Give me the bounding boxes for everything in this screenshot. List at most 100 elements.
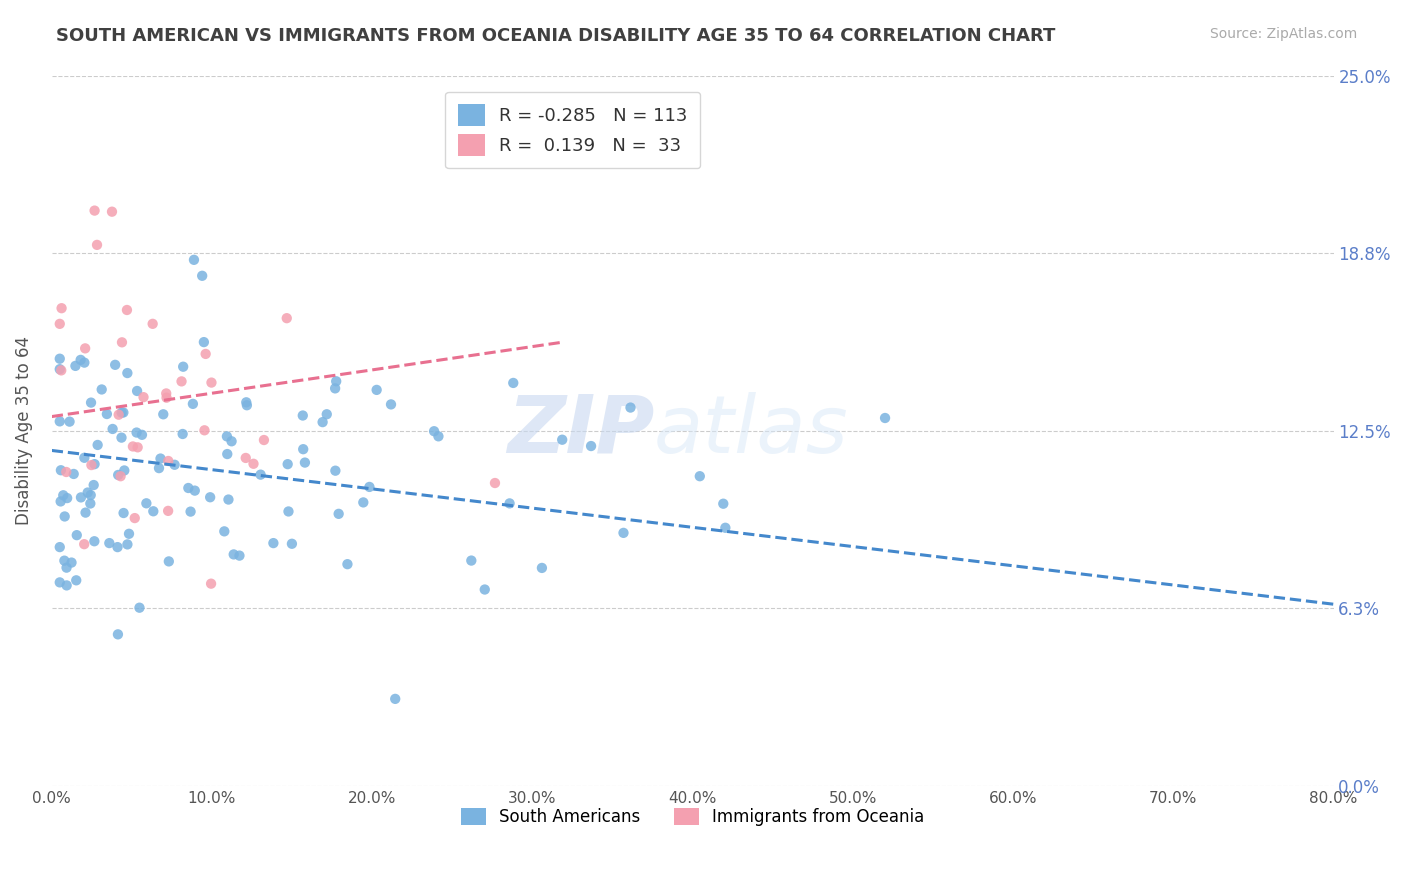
Point — [53, 554, 76, 568]
Point — [384, 691, 406, 706]
Point — [181, 397, 204, 411]
Point — [62, 467, 84, 481]
Point — [530, 561, 553, 575]
Point — [222, 548, 245, 562]
Legend: South Americans, Immigrants from Oceania: South Americans, Immigrants from Oceania — [453, 799, 932, 834]
Text: SOUTH AMERICAN VS IMMIGRANTS FROM OCEANIA DISABILITY AGE 35 TO 64 CORRELATION CH: SOUTH AMERICAN VS IMMIGRANTS FROM OCEANI… — [56, 27, 1056, 45]
Text: Source: ZipAtlas.com: Source: ZipAtlas.com — [1209, 27, 1357, 41]
Point — [579, 439, 602, 453]
Point — [191, 268, 214, 283]
Point — [107, 627, 129, 641]
Point — [328, 507, 350, 521]
Point — [262, 536, 284, 550]
Point — [49, 463, 72, 477]
Point — [122, 440, 145, 454]
Point — [52, 488, 75, 502]
Point — [323, 381, 346, 395]
Point — [58, 415, 80, 429]
Point — [49, 362, 72, 376]
Point — [80, 458, 103, 472]
Point — [131, 427, 153, 442]
Point — [551, 433, 574, 447]
Point — [200, 576, 222, 591]
Point — [235, 450, 257, 465]
Point — [157, 504, 180, 518]
Point — [228, 549, 250, 563]
Point — [49, 575, 72, 590]
Point — [111, 335, 134, 350]
Point — [83, 478, 105, 492]
Point — [194, 347, 217, 361]
Point — [142, 317, 165, 331]
Point — [336, 557, 359, 571]
Point — [155, 386, 177, 401]
Point — [711, 497, 734, 511]
Point — [49, 494, 72, 508]
Point — [236, 398, 259, 412]
Point — [55, 560, 77, 574]
Point — [619, 401, 641, 415]
Point — [49, 414, 72, 428]
Point — [484, 475, 506, 490]
Point — [115, 303, 138, 318]
Point — [242, 457, 264, 471]
Point — [612, 525, 634, 540]
Point — [294, 456, 316, 470]
Point — [214, 524, 236, 539]
Point — [157, 454, 180, 468]
Point — [135, 496, 157, 510]
Point — [70, 491, 93, 505]
Point — [277, 457, 299, 471]
Point — [281, 537, 304, 551]
Point — [51, 301, 73, 316]
Point — [83, 534, 105, 549]
Point — [79, 496, 101, 510]
Point — [152, 407, 174, 421]
Point — [423, 424, 446, 438]
Point — [221, 434, 243, 449]
Point — [193, 423, 215, 437]
Point — [427, 429, 450, 443]
Point — [117, 537, 139, 551]
Point — [53, 509, 76, 524]
Point — [60, 556, 83, 570]
Point — [110, 431, 132, 445]
Point — [184, 483, 207, 498]
Point — [325, 464, 347, 478]
Point — [96, 407, 118, 421]
Text: ZIP: ZIP — [506, 392, 654, 470]
Point — [277, 504, 299, 518]
Point — [292, 442, 315, 457]
Point — [73, 356, 96, 370]
Point — [107, 540, 129, 554]
Point — [352, 495, 374, 509]
Point — [49, 317, 72, 331]
Point — [170, 375, 193, 389]
Point — [98, 536, 121, 550]
Point — [76, 485, 98, 500]
Point — [104, 358, 127, 372]
Point — [193, 335, 215, 350]
Point — [49, 351, 72, 366]
Point — [83, 457, 105, 471]
Point — [502, 376, 524, 390]
Point — [112, 405, 135, 419]
Point — [689, 469, 711, 483]
Point — [157, 554, 180, 568]
Point — [474, 582, 496, 597]
Point — [125, 425, 148, 440]
Point — [380, 397, 402, 411]
Point — [56, 491, 79, 505]
Point — [873, 411, 896, 425]
Point — [112, 463, 135, 477]
Point — [200, 376, 222, 390]
Point — [65, 574, 87, 588]
Point — [75, 506, 97, 520]
Point — [149, 451, 172, 466]
Point — [90, 383, 112, 397]
Point — [215, 429, 238, 443]
Point — [183, 252, 205, 267]
Point — [366, 383, 388, 397]
Point — [172, 427, 194, 442]
Point — [110, 469, 132, 483]
